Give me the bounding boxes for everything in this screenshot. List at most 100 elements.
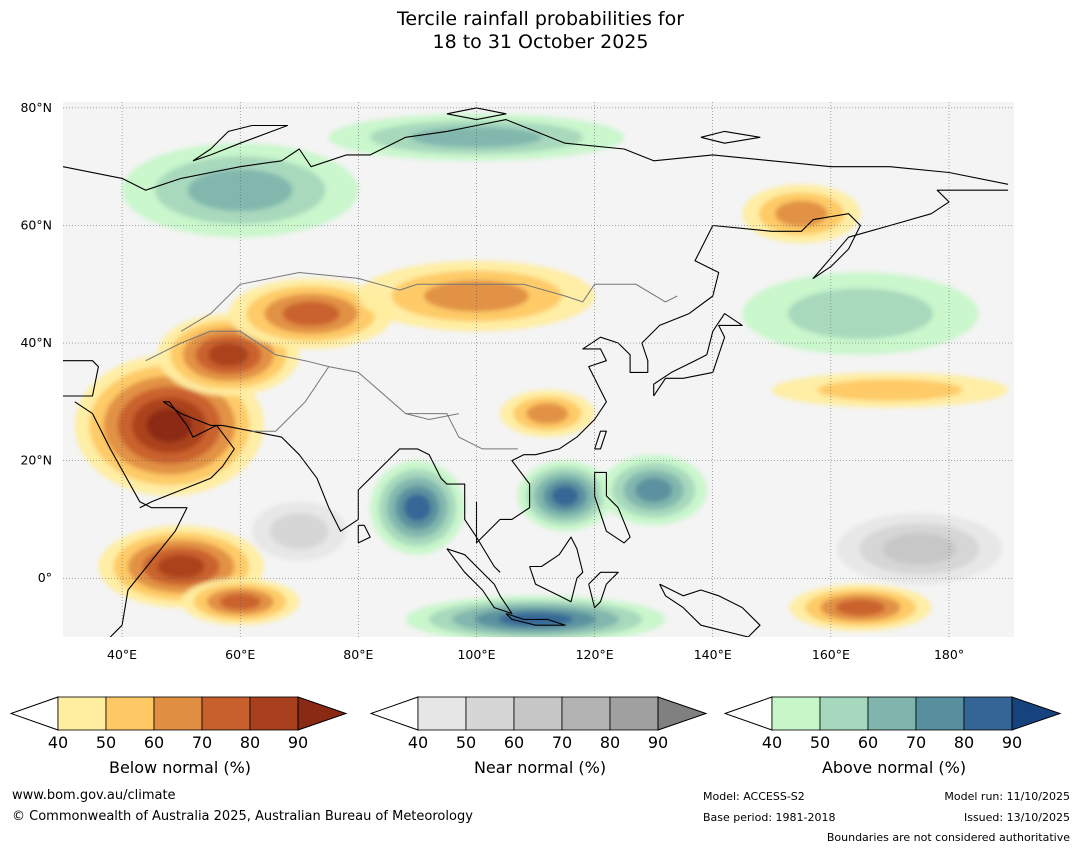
country-border	[180, 271, 678, 332]
legend-tick-label: 40	[762, 733, 782, 752]
footer-copyright: © Commonwealth of Australia 2025, Austra…	[12, 809, 473, 824]
region-arabia-north-africa-90	[146, 408, 193, 443]
map-panel: 80°N 60°N 40°N 20°N 0° 40°E 60°E 80°E 100°E 120°E…	[0, 90, 1081, 684]
legend-extend-high	[297, 696, 348, 731]
region-iran-central-asia-80	[208, 343, 249, 367]
region-east-siberia-60	[775, 200, 828, 227]
legend-swatch	[513, 696, 563, 731]
coastline-segment	[139, 401, 501, 573]
legend-swatch	[105, 696, 155, 731]
coastline-segment	[594, 471, 631, 544]
region-west-pacific-south-70	[835, 599, 886, 616]
country-border	[405, 413, 459, 421]
coastline-segment	[594, 430, 607, 450]
legend-swatch	[771, 696, 821, 731]
footer-url[interactable]: www.bom.gov.au/climate	[12, 788, 176, 803]
map-plot-area	[63, 102, 1014, 637]
region-mongolia-north-china-60	[423, 280, 529, 312]
coastline-segment	[192, 124, 289, 162]
legend-swatch	[963, 696, 1013, 731]
legend-title-2: Near normal (%)	[473, 758, 607, 777]
legend-tick-label: 40	[48, 733, 68, 752]
legend-tick-label: 90	[288, 733, 308, 752]
footer-base-period: Base period: 1981-2018	[703, 811, 836, 824]
legend-swatch	[819, 696, 869, 731]
coastline-segment	[446, 107, 507, 121]
legend-colorbar-1: 40 50 60 70 80 90	[10, 696, 348, 752]
coastline-segment	[588, 571, 619, 609]
title-line-1: Tercile rainfall probabilities for	[396, 8, 685, 30]
footer-model-run: Model run: 11/10/2025	[944, 790, 1070, 803]
legend-tick-label: 90	[648, 733, 668, 752]
coastline-segment	[475, 189, 1009, 544]
legend-tick-label: 50	[96, 733, 116, 752]
legend-swatch	[417, 696, 467, 731]
coastline-segment	[63, 119, 1009, 191]
legend-tick-label: 60	[144, 733, 164, 752]
footer-model: Model: ACCESS-S2	[703, 790, 805, 803]
lon-tick-label: 40°E	[107, 647, 137, 662]
lon-tick-label: 180°	[934, 647, 964, 662]
legend-tick-label: 90	[1002, 733, 1022, 752]
legend-swatch	[915, 696, 965, 731]
legend-colorbar-2: 40 50 60 70 80 90	[370, 696, 708, 752]
rainfall-probability-map: 80°N 60°N 40°N 20°N 0° 40°E 60°E 80°E 100°E 120°E…	[20, 100, 1014, 662]
title-line-2: 18 to 31 October 2025	[432, 31, 649, 53]
lon-tick-label: 60°E	[225, 647, 255, 662]
region-philippine-sea-70	[635, 477, 673, 503]
legend-tick-label: 60	[504, 733, 524, 752]
footer-issued: Issued: 13/10/2025	[963, 811, 1070, 824]
legend-tick-label: 70	[552, 733, 572, 752]
region-bay-of-bengal-80	[403, 494, 431, 522]
region-east-africa-80	[157, 554, 205, 579]
country-border	[145, 330, 518, 450]
coastline-segment	[505, 612, 566, 626]
legend-swatch	[465, 696, 515, 731]
region-indian-ocean-south-70	[219, 593, 261, 610]
region-arabian-sea-gray-50	[270, 513, 329, 550]
legend-tick-label: 80	[240, 733, 260, 752]
legend-tick-label: 60	[858, 733, 878, 752]
lat-tick-label: 0°	[38, 570, 52, 585]
lat-tick-label: 60°N	[20, 217, 52, 232]
region-south-china-sea-80	[551, 485, 579, 506]
legend-swatch	[201, 696, 251, 731]
coastline-segment	[446, 548, 513, 615]
legend-tick-label: 70	[906, 733, 926, 752]
coastline-segment	[63, 360, 99, 397]
lat-tick-label: 80°N	[20, 100, 52, 115]
legend-tick-label: 70	[192, 733, 212, 752]
legend-swatch	[57, 696, 107, 731]
coastline-segment	[653, 313, 743, 397]
legend-swatch	[153, 696, 203, 731]
legend-swatch	[561, 696, 611, 731]
legend-extend-low	[370, 696, 419, 731]
legend-colorbar-3: 40 50 60 70 80 90	[724, 696, 1062, 752]
legend-tick-label: 50	[456, 733, 476, 752]
region-north-pacific-band-50	[817, 379, 963, 401]
legend-swatch	[609, 696, 659, 731]
legend-swatch	[867, 696, 917, 731]
coastline-segment	[659, 583, 761, 637]
coastline-segment	[74, 401, 188, 637]
lat-tick-label: 20°N	[20, 453, 52, 468]
legend-tick-label: 40	[408, 733, 428, 752]
footer-disclaimer: Boundaries are not considered authoritat…	[826, 831, 1070, 844]
lon-tick-label: 80°E	[343, 647, 373, 662]
legend-extend-low	[724, 696, 773, 731]
legend-tick-label: 80	[954, 733, 974, 752]
legend-extend-low	[10, 696, 59, 731]
region-west-siberia-60	[187, 169, 293, 212]
lat-tick-label: 40°N	[20, 335, 52, 350]
lon-tick-label: 160°E	[812, 647, 850, 662]
legend-title-3: Above normal (%)	[821, 758, 967, 777]
region-south-china-60	[526, 403, 569, 425]
lon-tick-label: 100°E	[457, 647, 495, 662]
coastline-segment	[529, 536, 584, 603]
legend-swatch	[249, 696, 299, 731]
map-title: Tercile rainfall probabilities for 18 to…	[0, 8, 1081, 54]
region-kazakhstan-70	[282, 301, 340, 326]
country-border	[252, 366, 330, 432]
legend-title-1: Below normal (%)	[108, 758, 252, 777]
legend-tick-label: 80	[600, 733, 620, 752]
